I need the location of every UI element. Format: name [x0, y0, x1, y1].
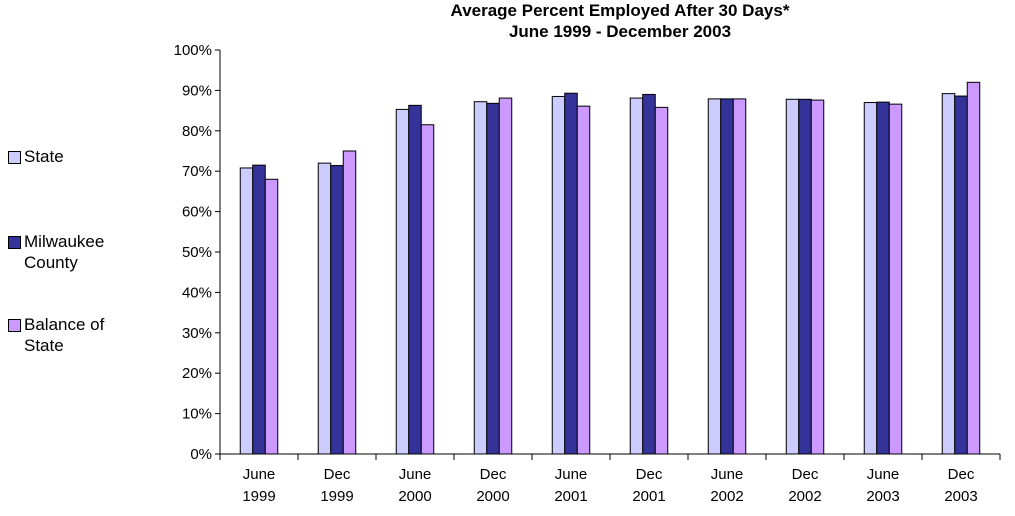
bar-balance-of-state	[888, 103, 903, 455]
bar-state	[941, 93, 956, 455]
bar-state	[317, 162, 332, 455]
bar-state	[473, 101, 488, 455]
bar-milwaukee-county	[954, 95, 968, 455]
bar-milwaukee-county	[564, 92, 578, 455]
x-tick-label: 2001	[632, 488, 665, 505]
bar-balance-of-state	[264, 178, 279, 455]
y-tick-label: 40%	[182, 284, 212, 301]
y-tick-label: 10%	[182, 406, 212, 423]
bar-balance-of-state	[654, 106, 669, 455]
bar-balance-of-state	[420, 124, 435, 455]
x-tick-label: Dec	[480, 466, 507, 483]
y-tick-label: 90%	[182, 82, 212, 99]
legend-label-balance-of-state: Balance of State	[24, 315, 105, 355]
y-axis-labels: 0% 10% 20% 30% 40% 50% 60% 70% 80% 90% 100%	[174, 42, 212, 463]
legend-swatch-milwaukee-county	[8, 236, 21, 249]
x-tick-label: 2001	[554, 488, 587, 505]
legend-item-balance-of-state: Balance of State	[8, 314, 134, 356]
y-tick-label: 50%	[182, 244, 212, 261]
bar-balance-of-state	[810, 99, 825, 455]
bar-balance-of-state	[576, 105, 591, 455]
chart-title-block: Average Percent Employed After 30 Days* …	[240, 0, 1000, 42]
x-tick-label: June	[399, 466, 432, 483]
x-tick-label: 2003	[866, 488, 899, 505]
bar-state	[707, 98, 722, 455]
bar-balance-of-state	[498, 97, 513, 455]
bar-balance-of-state	[966, 81, 981, 455]
chart-subtitle: June 1999 - December 2003	[508, 22, 732, 41]
bar-state	[239, 167, 254, 455]
x-tick-label: Dec	[792, 466, 819, 483]
x-tick-label: June	[867, 466, 900, 483]
y-tick-label: 20%	[182, 365, 212, 382]
chart-title: Average Percent Employed After 30 Days*	[450, 1, 790, 20]
y-tick-label: 70%	[182, 163, 212, 180]
bar-state	[785, 98, 800, 455]
bar-state	[551, 95, 566, 455]
legend-swatch-balance-of-state	[8, 319, 21, 332]
bar-milwaukee-county	[876, 101, 890, 455]
x-tick-label: 2002	[710, 488, 743, 505]
x-tick-label: Dec	[948, 466, 975, 483]
bar-state	[863, 102, 878, 455]
bar-milwaukee-county	[408, 104, 422, 455]
y-tick-label: 0%	[190, 446, 212, 463]
x-tick-label: Dec	[636, 466, 663, 483]
bar-milwaukee-county	[252, 164, 266, 455]
bar-balance-of-state	[732, 98, 747, 455]
y-tick-label: 60%	[182, 204, 212, 221]
x-tick-label: 2000	[398, 488, 431, 505]
legend-item-state: State	[8, 146, 134, 167]
x-tick-label: 2000	[476, 488, 509, 505]
x-tick-label: Dec	[324, 466, 351, 483]
bar-milwaukee-county	[486, 102, 500, 455]
bar-balance-of-state	[342, 150, 357, 455]
bar-state	[629, 97, 644, 455]
x-tick-label: June	[711, 466, 744, 483]
x-tick-label: 2002	[788, 488, 821, 505]
y-tick-label: 100%	[174, 42, 212, 59]
x-axis-labels: June 1999 Dec 1999 June 2000 Dec 2000 June 2001 De…	[242, 466, 977, 505]
x-tick-label: June	[555, 466, 588, 483]
y-tick-label: 30%	[182, 325, 212, 342]
legend-swatch-state	[8, 151, 21, 164]
bar-milwaukee-county	[720, 98, 734, 455]
legend-label-milwaukee-county: Milwaukee County	[24, 232, 105, 272]
x-tick-label: 1999	[242, 488, 275, 505]
legend-label-state: State	[24, 147, 64, 166]
bar-state	[395, 108, 410, 455]
y-tick-label: 80%	[182, 123, 212, 140]
bar-milwaukee-county	[798, 98, 812, 455]
x-tick-label: 2003	[944, 488, 977, 505]
bar-milwaukee-county	[642, 93, 656, 455]
chart-bars	[239, 81, 981, 455]
x-tick-label: 1999	[320, 488, 353, 505]
legend-item-milwaukee-county: Milwaukee County	[8, 231, 134, 273]
x-tick-label: June	[243, 466, 276, 483]
bar-milwaukee-county	[330, 165, 344, 455]
